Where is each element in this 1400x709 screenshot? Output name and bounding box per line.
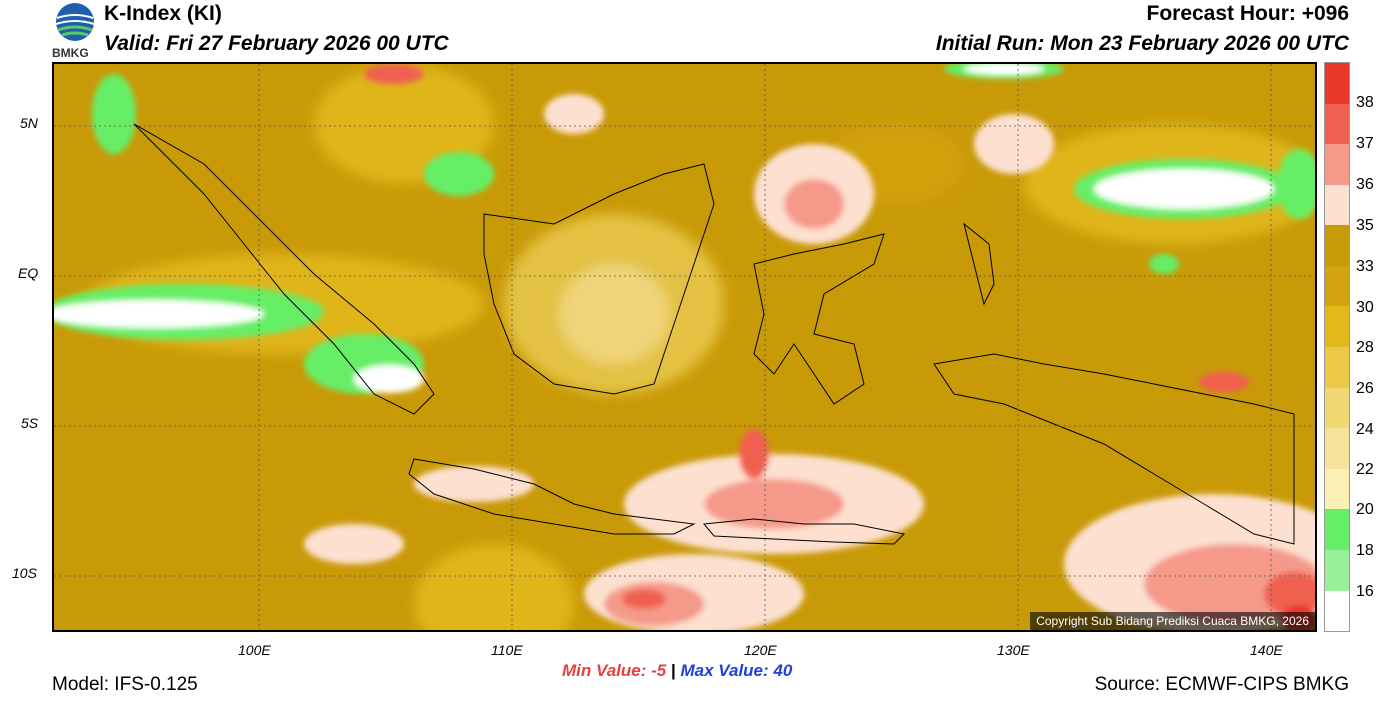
cb-label-38: 38 xyxy=(1356,94,1374,111)
chart-title: K-Index (KI) xyxy=(104,2,222,25)
logo-text: BMKG xyxy=(52,46,89,60)
lon-label-140e: 140E xyxy=(1250,642,1283,658)
min-value: -5 xyxy=(651,661,667,680)
colorbar-swatch xyxy=(1325,590,1349,632)
lat-label-5s: 5S xyxy=(21,415,39,431)
min-max-values: Min Value: -5 | Max Value: 40 xyxy=(562,661,792,681)
source-label: Source: ECMWF-CIPS BMKG xyxy=(1094,674,1349,695)
initial-run: Initial Run: Mon 23 February 2026 00 UTC xyxy=(935,32,1349,55)
cb-label-26: 26 xyxy=(1356,380,1374,397)
cb-label-36: 36 xyxy=(1356,176,1374,193)
cb-label-37: 37 xyxy=(1356,135,1374,152)
cb-label-35: 35 xyxy=(1356,217,1374,234)
colorbar-swatch xyxy=(1325,265,1349,307)
lon-label-100e: 100E xyxy=(238,642,271,658)
colorbar-swatch xyxy=(1325,184,1349,226)
bmkg-logo: BMKG xyxy=(52,2,98,60)
cb-label-30: 30 xyxy=(1356,299,1374,316)
valid-time: Valid: Fri 27 February 2026 00 UTC xyxy=(104,32,449,55)
colorbar-swatch xyxy=(1325,144,1349,185)
max-value: 40 xyxy=(773,661,793,680)
max-value-label: Max Value: xyxy=(680,661,769,680)
colorbar-swatch xyxy=(1325,428,1349,469)
cb-label-33: 33 xyxy=(1356,258,1374,275)
lon-label-130e: 130E xyxy=(997,642,1030,658)
cb-label-22: 22 xyxy=(1356,461,1374,478)
copyright-note: Copyright Sub Bidang Prediksi Cuaca BMKG… xyxy=(1030,612,1315,630)
colorbar-swatches xyxy=(1325,63,1349,632)
lat-label-eq: EQ xyxy=(18,265,39,281)
colorbar-swatch xyxy=(1325,63,1349,104)
value-separator: | xyxy=(670,661,676,680)
colorbar-swatch xyxy=(1325,347,1349,388)
bmkg-logo-icon xyxy=(55,3,95,41)
gridlines xyxy=(54,64,1315,630)
colorbar-swatch xyxy=(1325,549,1349,591)
min-value-label: Min Value: xyxy=(562,661,647,680)
forecast-hour: Forecast Hour: +096 xyxy=(1146,2,1350,25)
lon-label-120e: 120E xyxy=(744,642,777,658)
map-area[interactable]: Copyright Sub Bidang Prediksi Cuaca BMKG… xyxy=(52,62,1317,632)
cb-label-18: 18 xyxy=(1356,542,1374,559)
cb-label-20: 20 xyxy=(1356,501,1374,518)
colorbar-swatch xyxy=(1325,468,1349,510)
colorbar-swatch xyxy=(1325,509,1349,550)
colorbar-swatch xyxy=(1325,306,1349,348)
cb-label-24: 24 xyxy=(1356,421,1374,438)
colorbar xyxy=(1324,62,1350,632)
lat-label-10s: 10S xyxy=(12,565,37,581)
colorbar-swatch xyxy=(1325,387,1349,429)
colorbar-swatch xyxy=(1325,225,1349,266)
colorbar-labels: 38 37 36 35 33 30 28 26 24 22 20 18 16 xyxy=(1352,62,1392,632)
k-index-field xyxy=(54,64,1315,630)
lon-label-110e: 110E xyxy=(491,642,523,658)
model-label: Model: IFS-0.125 xyxy=(52,674,198,695)
cb-label-28: 28 xyxy=(1356,339,1374,356)
cb-label-16: 16 xyxy=(1356,583,1374,600)
lat-label-5n: 5N xyxy=(20,115,38,131)
coastlines xyxy=(133,123,1295,545)
colorbar-swatch xyxy=(1325,103,1349,145)
